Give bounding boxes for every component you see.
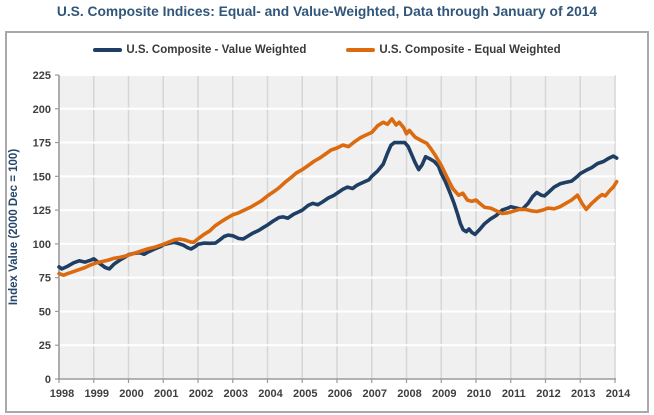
series-line-equal-weighted [57,117,619,278]
y-tick-label: 175 [33,138,51,150]
x-tick-label: 2013 [571,388,595,400]
value-weighted-line-swatch [93,47,123,53]
x-tick-label: 2000 [119,388,143,400]
x-tick-label: 2004 [258,388,283,400]
y-tick-label: 225 [33,70,51,82]
y-tick-label: 100 [33,239,51,251]
legend-label: U.S. Composite - Equal Weighted [379,44,561,56]
x-tick-label: 2010 [467,388,491,400]
y-tick-label: 75 [39,273,51,285]
x-tick-label: 2011 [502,388,526,400]
x-tick-label: 2001 [154,388,178,400]
legend: U.S. Composite - Value Weighted U.S. Com… [0,44,654,56]
y-tick-label: 25 [39,340,51,352]
y-tick-label: 0 [45,374,51,386]
legend-item-value-weighted: U.S. Composite - Value Weighted [93,44,306,56]
legend-item-equal-weighted: U.S. Composite - Equal Weighted [346,44,561,56]
equal-weighted-line-swatch [346,47,376,53]
x-tick-label: 2014 [606,388,631,400]
x-tick-label: 2002 [189,388,213,400]
x-tick-label: 2005 [293,388,317,400]
y-tick-label: 200 [33,104,51,116]
chart-title: U.S. Composite Indices: Equal- and Value… [56,4,598,19]
x-tick-label: 2003 [224,388,248,400]
x-tick-label: 2006 [328,388,352,400]
x-tick-label: 2008 [397,388,421,400]
legend-label: U.S. Composite - Value Weighted [126,44,307,56]
x-tick-label: 1999 [85,388,109,400]
x-tick-label: 2009 [432,388,456,400]
y-axis-title: Index Value (2000 Dec = 100) [8,148,20,306]
x-tick-label: 1998 [50,388,74,400]
x-tick-label: 2007 [363,388,387,400]
y-tick-label: 125 [33,205,51,217]
y-tick-label: 150 [33,171,51,183]
x-tick-label: 2012 [536,388,560,400]
y-tick-label: 50 [39,306,51,318]
